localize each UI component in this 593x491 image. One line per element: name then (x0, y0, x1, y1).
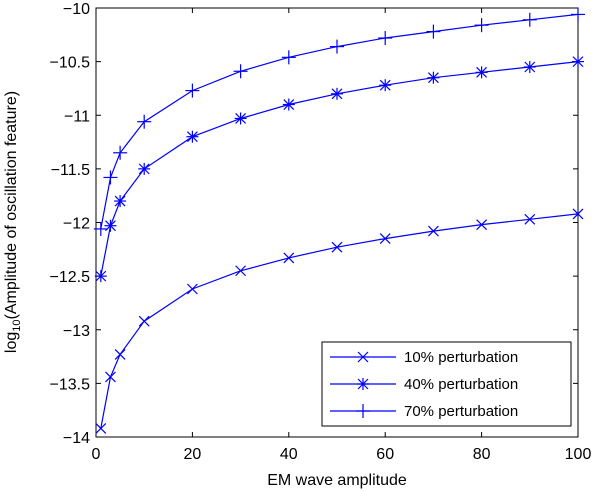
data-point (356, 404, 370, 418)
marker-stroke (427, 225, 439, 237)
marker-stroke (379, 233, 391, 245)
data-point (233, 64, 248, 79)
legend-entry-1 (330, 351, 396, 363)
y-tick-label: −11 (64, 108, 90, 125)
data-point (331, 87, 343, 100)
y-axis-label-subscript: 10 (11, 319, 23, 331)
data-point (137, 114, 152, 129)
data-point (114, 348, 126, 360)
data-point (138, 315, 150, 327)
series-3 (93, 7, 585, 236)
data-point (522, 12, 537, 27)
data-point (281, 50, 296, 65)
legend-entry-2 (330, 378, 396, 390)
x-axis-label: EM wave amplitude (267, 472, 407, 489)
marker-stroke (572, 208, 584, 220)
data-point (185, 83, 200, 98)
y-tick-label: −12.5 (50, 269, 91, 286)
data-point (427, 225, 439, 237)
data-point (379, 233, 391, 245)
legend-label-10: 10% perturbation (404, 349, 518, 366)
data-point (523, 60, 536, 73)
marker-stroke (524, 213, 536, 225)
x-tick-label: 20 (184, 446, 202, 463)
legend-entries (330, 351, 396, 418)
marker-stroke (138, 315, 150, 327)
data-point (93, 221, 108, 236)
marker-stroke (186, 283, 198, 295)
data-point (524, 213, 536, 225)
marker-stroke (283, 252, 295, 264)
x-tick-label: 80 (473, 446, 491, 463)
data-point (571, 7, 585, 22)
y-tick-label: −13.5 (50, 376, 91, 393)
y-axis-label: log10(Amplitude of oscillation feature) (3, 91, 23, 353)
data-point (283, 252, 295, 264)
data-point (94, 270, 107, 283)
data-point (572, 55, 584, 68)
data-point (378, 31, 393, 46)
data-point (379, 79, 392, 92)
legend: 10% perturbation 40% perturbation 70% pe… (321, 341, 572, 427)
series-2 (94, 55, 584, 283)
legend-label-40: 40% perturbation (404, 376, 518, 393)
data-point (186, 283, 198, 295)
series-layer (93, 7, 585, 434)
data-point (427, 71, 440, 84)
legend-entry-3 (330, 404, 396, 418)
x-tick-label: 40 (280, 446, 298, 463)
data-point (186, 130, 199, 143)
data-point (357, 351, 369, 363)
data-point (234, 112, 247, 125)
data-point (476, 219, 488, 231)
y-axis-label-prefix: log (3, 332, 20, 353)
marker-stroke (357, 351, 369, 363)
data-point (357, 378, 369, 390)
legend-label-70: 70% perturbation (404, 403, 518, 420)
marker-stroke (95, 422, 107, 434)
data-point (282, 98, 295, 111)
x-tick-label: 100 (565, 446, 592, 463)
marker-stroke (114, 348, 126, 360)
data-point (475, 66, 488, 79)
data-point (331, 241, 343, 253)
data-point (114, 195, 127, 208)
data-point (138, 162, 151, 175)
y-tick-label: −10 (63, 1, 90, 18)
y-axis-label-suffix: (Amplitude of oscillation feature) (3, 91, 20, 320)
marker-stroke (105, 371, 116, 383)
marker-stroke (476, 219, 488, 231)
data-point (103, 170, 118, 185)
y-tick-label: −11.5 (51, 162, 90, 179)
y-tick-label: −13 (63, 323, 90, 340)
data-point (474, 18, 489, 33)
data-point (113, 145, 128, 160)
y-tick-label: −10.5 (50, 55, 91, 72)
data-point (104, 219, 117, 232)
y-tick-label: −14 (63, 430, 90, 447)
y-tick-label: −12 (63, 216, 90, 233)
series-1 (95, 208, 584, 434)
marker-stroke (331, 241, 343, 253)
marker-stroke (235, 265, 247, 277)
data-point (105, 371, 116, 383)
data-point (426, 24, 441, 39)
x-tick-label: 0 (92, 446, 101, 463)
data-point (95, 422, 107, 434)
y-axis-ticks: −14 −13.5 −13 −12.5 −12 −11.5 −11 −10.5 −10 (50, 1, 578, 447)
x-tick-label: 60 (376, 446, 394, 463)
data-point (572, 208, 584, 220)
data-point (235, 265, 247, 277)
data-point (330, 39, 344, 54)
